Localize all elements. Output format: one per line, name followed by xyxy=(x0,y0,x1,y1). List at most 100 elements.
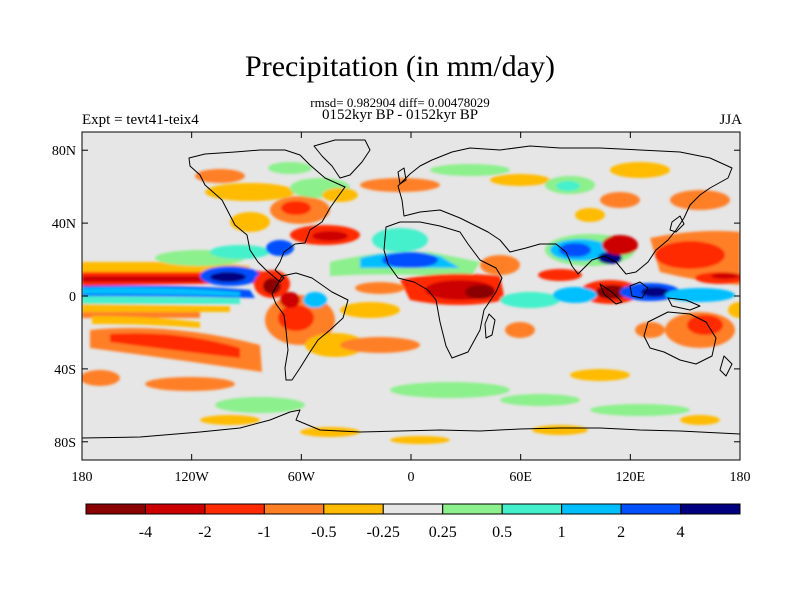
colorbar-label: 1 xyxy=(558,524,566,541)
field-patch xyxy=(372,228,428,252)
coast-eurasia xyxy=(397,145,733,275)
field-patch xyxy=(312,231,348,241)
field-patch xyxy=(635,322,665,338)
colorbar-label: -0.5 xyxy=(311,524,336,541)
field-patch xyxy=(355,282,405,294)
field-patch xyxy=(602,235,638,255)
lat-tick-label: 80N xyxy=(52,144,76,159)
field-patch xyxy=(687,315,723,335)
field-patch xyxy=(711,273,739,279)
colorbar-label: -4 xyxy=(139,524,152,541)
field-patch xyxy=(82,304,230,312)
field-patch xyxy=(305,333,365,357)
coast-greenland xyxy=(313,139,371,179)
coast-new-zealand xyxy=(719,355,733,377)
field-patch xyxy=(505,322,535,338)
field-patch xyxy=(230,212,270,232)
period-line: 0152kyr BP - 0152kyr BP xyxy=(321,107,479,123)
chart-title: Precipitation (in mm/day) xyxy=(245,50,555,83)
colorbar-label: 0.5 xyxy=(492,524,512,541)
lon-tick-label: 60W xyxy=(288,470,316,485)
field-patch xyxy=(670,190,730,210)
field-patch xyxy=(145,377,235,391)
coast-africa xyxy=(383,221,503,359)
field-patch xyxy=(263,278,281,294)
field-patch xyxy=(480,255,520,275)
field-patch xyxy=(210,272,246,282)
colorbar-swatch xyxy=(323,503,384,515)
coastlines xyxy=(82,139,740,439)
colorbar-swatch xyxy=(442,503,503,515)
lon-tick-label: 180 xyxy=(730,470,751,485)
field-patch xyxy=(600,192,640,208)
field-patch xyxy=(538,269,582,281)
field-patch xyxy=(340,337,420,353)
field-patch xyxy=(641,287,669,297)
field-patch xyxy=(92,316,200,328)
field-patch xyxy=(610,162,670,178)
colorbar-swatch xyxy=(620,503,682,515)
field-patch xyxy=(390,382,510,398)
field-patch xyxy=(680,415,720,425)
field-patch xyxy=(382,252,438,268)
field-patch xyxy=(500,394,580,406)
field-patch xyxy=(215,397,305,413)
field-patch xyxy=(200,415,260,425)
field-patch xyxy=(300,427,360,437)
colorbar-swatch xyxy=(144,503,206,515)
field-patch xyxy=(195,169,245,183)
colorbar-swatch xyxy=(680,503,741,515)
field-patch xyxy=(590,404,690,416)
colorbar-label: 0.25 xyxy=(429,524,457,541)
field-patch xyxy=(575,208,605,222)
lat-tick-label: 40N xyxy=(52,217,76,232)
field-patch xyxy=(655,241,725,269)
field-patch xyxy=(665,288,735,302)
lon-tick-label: 0 xyxy=(408,470,415,485)
field-patch xyxy=(360,178,440,192)
field-patch xyxy=(532,425,588,435)
field-patch xyxy=(490,174,550,186)
lat-tick-label: 0 xyxy=(69,290,76,305)
coast-uk xyxy=(397,167,407,185)
coast-south-america xyxy=(271,272,349,381)
field-patch xyxy=(598,252,622,264)
coast-madagascar xyxy=(484,313,496,339)
colorbar-swatch xyxy=(263,503,325,515)
colorbar-label: -0.25 xyxy=(367,524,400,541)
lon-tick-label: 120W xyxy=(175,470,210,485)
coast-new-guinea xyxy=(667,297,701,311)
lon-tick-label: 180 xyxy=(72,470,93,485)
field-patch xyxy=(322,188,358,202)
field-patch xyxy=(390,436,450,444)
experiment-label: Expt = tevt41-teix4 xyxy=(82,112,199,128)
anomaly-field xyxy=(82,162,740,444)
field-patch xyxy=(570,369,630,381)
field-patch xyxy=(303,292,327,308)
field-patch xyxy=(556,181,580,191)
field-patch xyxy=(266,240,294,256)
coast-sumatra xyxy=(599,283,623,305)
colorbar-swatch xyxy=(382,503,444,515)
lon-tick-label: 60E xyxy=(509,470,532,485)
colorbar-label: -1 xyxy=(258,524,271,541)
field-patch xyxy=(82,296,240,304)
season-label: JJA xyxy=(719,112,742,128)
colorbar-swatch xyxy=(561,503,622,515)
field-patch xyxy=(268,162,312,174)
coast-borneo xyxy=(629,281,649,299)
stats-line: rmsd= 0.982904 diff= 0.00478029 xyxy=(310,95,490,110)
field-patch xyxy=(82,370,120,386)
field-patch xyxy=(205,183,295,201)
field-patch xyxy=(728,302,740,318)
field-patch xyxy=(430,164,510,176)
lat-tick-label: 80S xyxy=(54,436,76,451)
field-patch xyxy=(340,302,400,318)
field-patch xyxy=(278,305,314,331)
coast-antarctica xyxy=(82,409,740,439)
colorbar: -4 -2 -1 -0.5 -0.25 0.25 0.5 1 2 4 xyxy=(85,503,741,541)
colorbar-swatch xyxy=(85,503,146,515)
field-patch xyxy=(500,292,560,308)
